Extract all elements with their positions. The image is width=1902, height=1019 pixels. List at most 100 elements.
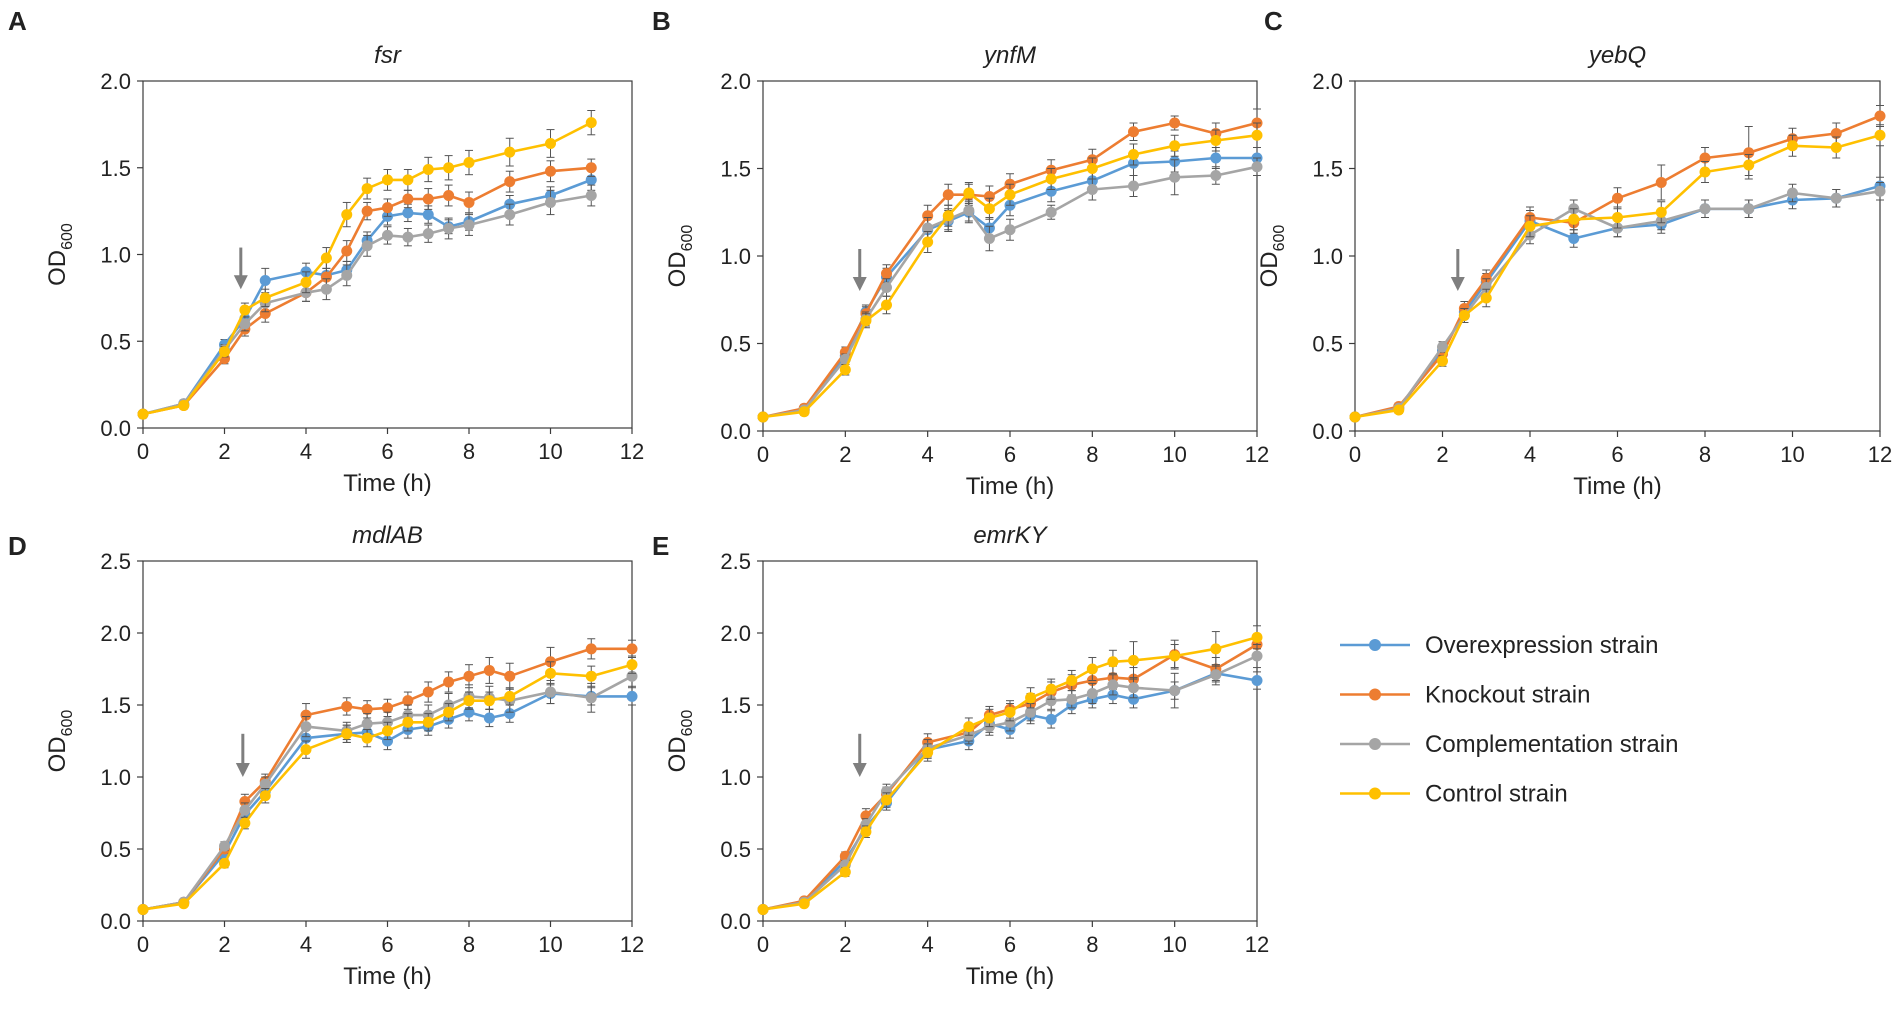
y-axis-label: OD600 <box>1256 225 1288 288</box>
data-point <box>1830 128 1842 139</box>
data-point <box>881 299 892 311</box>
data-point <box>443 222 455 234</box>
data-point <box>1568 213 1580 225</box>
data-point <box>1128 149 1139 160</box>
data-point <box>239 804 251 816</box>
data-point <box>402 231 414 243</box>
data-point <box>178 399 190 411</box>
data-point <box>983 203 995 215</box>
data-point <box>219 857 230 869</box>
series-line <box>142 675 633 911</box>
data-point <box>1066 675 1078 687</box>
series-line <box>762 636 1258 911</box>
y-tick-label: 2.0 <box>100 621 131 646</box>
legend-swatch-marker <box>1369 688 1381 701</box>
data-point <box>341 728 353 740</box>
data-point <box>545 686 556 698</box>
data-point <box>402 174 414 186</box>
x-tick-label: 2 <box>1436 442 1448 467</box>
panel-letter: C <box>1264 6 1283 36</box>
x-tick-label: 6 <box>381 439 393 464</box>
induction-arrow-head <box>233 275 248 290</box>
y-tick-label: 0.5 <box>1312 332 1343 357</box>
data-point <box>1107 656 1119 668</box>
panel-title: fsr <box>374 42 402 69</box>
series-complementation-strain <box>757 644 1263 915</box>
y-axis-label: OD600 <box>44 710 76 773</box>
induction-arrow-head <box>1450 277 1465 291</box>
x-tick-label: 6 <box>1004 932 1016 957</box>
x-tick-label: 10 <box>1780 442 1804 467</box>
y-tick-label: 1.0 <box>720 244 751 269</box>
legend-label: Control strain <box>1425 781 1568 808</box>
data-point <box>341 209 353 221</box>
data-point <box>1169 685 1181 697</box>
data-point <box>1437 341 1448 353</box>
data-point <box>1699 203 1711 215</box>
data-point <box>626 659 638 671</box>
data-point <box>1251 650 1263 662</box>
data-point <box>757 411 769 423</box>
y-tick-label: 0.0 <box>100 909 131 934</box>
data-point <box>178 898 190 910</box>
data-point <box>1045 173 1057 185</box>
y-tick-label: 0.5 <box>720 837 751 862</box>
data-point <box>320 271 332 283</box>
x-tick-label: 0 <box>137 439 149 464</box>
data-point <box>1086 663 1098 675</box>
panel-title: yebQ <box>1587 42 1646 69</box>
data-point <box>1437 355 1448 367</box>
data-point <box>504 146 516 158</box>
data-point <box>341 245 353 257</box>
data-point <box>1612 192 1623 204</box>
data-point <box>1874 185 1886 197</box>
data-point <box>259 307 271 319</box>
series-control-strain <box>757 625 1263 915</box>
data-point <box>1169 117 1181 129</box>
data-point <box>1086 163 1098 174</box>
panel-title: mdlAB <box>352 522 423 549</box>
x-axis-label: Time (h) <box>343 470 431 497</box>
legend-label: Knockout strain <box>1425 682 1590 709</box>
y-tick-label: 2.0 <box>100 69 131 94</box>
data-point <box>361 205 373 217</box>
data-point <box>382 725 393 737</box>
data-point <box>1128 682 1139 694</box>
y-axis-label: OD600 <box>664 225 696 288</box>
data-point <box>382 735 393 747</box>
data-point <box>1210 135 1222 146</box>
y-tick-label: 1.5 <box>100 156 131 181</box>
y-tick-label: 2.5 <box>100 549 131 574</box>
data-point <box>881 794 892 806</box>
data-point <box>443 676 455 688</box>
y-tick-label: 0.0 <box>100 416 131 441</box>
data-point <box>402 716 414 728</box>
data-point <box>1045 695 1057 707</box>
data-point <box>300 744 312 756</box>
x-tick-label: 8 <box>463 932 475 957</box>
data-point <box>1086 184 1098 195</box>
data-point <box>545 196 556 208</box>
y-tick-label: 2.5 <box>720 549 751 574</box>
data-point <box>860 826 872 838</box>
data-point <box>463 157 475 169</box>
data-point <box>259 292 271 304</box>
data-point <box>983 712 995 724</box>
data-point <box>382 202 393 214</box>
data-point <box>585 643 597 655</box>
data-point <box>1169 140 1181 152</box>
x-tick-label: 0 <box>1349 442 1361 467</box>
x-tick-label: 2 <box>218 439 230 464</box>
y-axis-label: OD600 <box>664 710 696 773</box>
data-point <box>1004 716 1016 728</box>
x-tick-label: 12 <box>1245 442 1269 467</box>
data-point <box>239 304 251 316</box>
induction-arrow-head <box>852 763 867 777</box>
data-point <box>798 898 810 910</box>
x-axis-label: Time (h) <box>1573 473 1661 500</box>
data-point <box>1480 282 1492 293</box>
data-point <box>922 210 934 222</box>
x-tick-label: 12 <box>620 439 644 464</box>
